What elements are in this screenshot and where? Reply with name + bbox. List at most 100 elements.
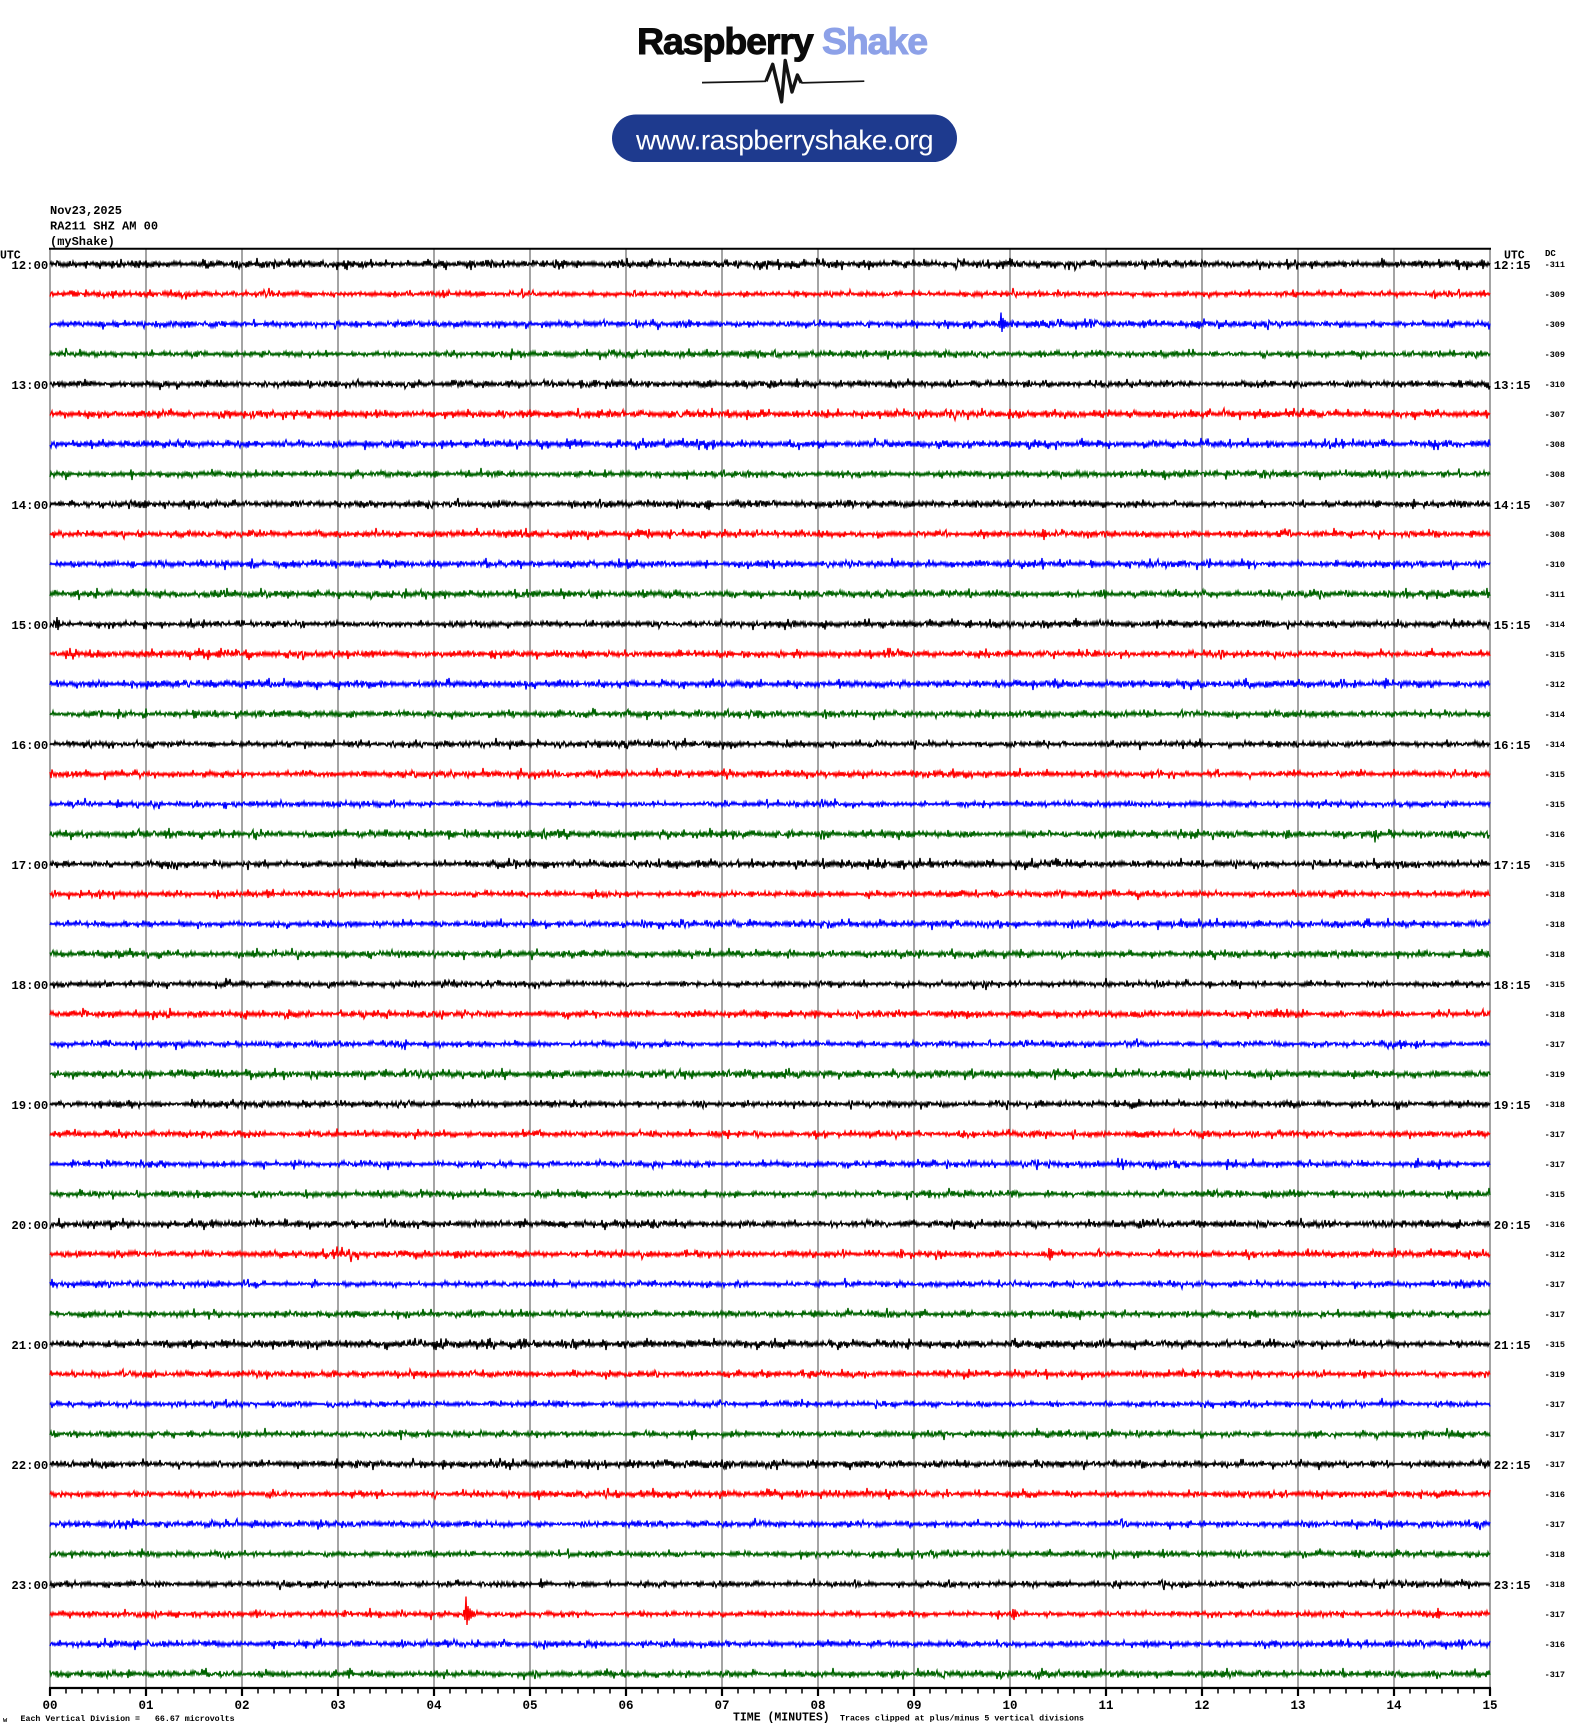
svg-text:-318: -318 <box>1545 920 1565 930</box>
svg-text:08: 08 <box>810 1699 825 1713</box>
svg-text:17:00: 17:00 <box>11 859 48 873</box>
svg-text:21:15: 21:15 <box>1494 1339 1531 1353</box>
svg-text:-318: -318 <box>1545 890 1565 900</box>
svg-text:21:00: 21:00 <box>11 1339 48 1353</box>
svg-text:12:15: 12:15 <box>1494 259 1531 273</box>
svg-text:w: w <box>3 1717 8 1725</box>
svg-text:-318: -318 <box>1545 1100 1565 1110</box>
svg-text:-317: -317 <box>1545 1460 1565 1470</box>
svg-text:16:15: 16:15 <box>1494 739 1531 753</box>
svg-text:-310: -310 <box>1545 380 1565 390</box>
svg-text:-310: -310 <box>1545 560 1565 570</box>
svg-text:RA211 SHZ AM 00: RA211 SHZ AM 00 <box>50 219 158 233</box>
svg-text:-309: -309 <box>1545 290 1565 300</box>
svg-text:-307: -307 <box>1545 410 1565 420</box>
svg-text:-317: -317 <box>1545 1670 1565 1680</box>
svg-text:13: 13 <box>1290 1699 1305 1713</box>
svg-text:DC: DC <box>1545 249 1556 259</box>
svg-text:-315: -315 <box>1545 980 1565 990</box>
svg-text:-316: -316 <box>1545 1220 1565 1230</box>
svg-text:-307: -307 <box>1545 500 1565 510</box>
svg-text:-318: -318 <box>1545 1010 1565 1020</box>
svg-text:UTC: UTC <box>1504 250 1525 263</box>
svg-text:15:15: 15:15 <box>1494 619 1531 633</box>
svg-text:-317: -317 <box>1545 1430 1565 1440</box>
svg-text:-317: -317 <box>1545 1310 1565 1320</box>
svg-text:Raspberry Shake: Raspberry Shake <box>637 20 927 62</box>
svg-text:-318: -318 <box>1545 1580 1565 1590</box>
svg-text:-312: -312 <box>1545 1250 1565 1260</box>
svg-text:09: 09 <box>906 1699 921 1713</box>
svg-text:11: 11 <box>1098 1699 1113 1713</box>
svg-text:13:00: 13:00 <box>11 379 48 393</box>
svg-text:14:15: 14:15 <box>1494 499 1531 513</box>
svg-text:18:15: 18:15 <box>1494 979 1531 993</box>
svg-text:-308: -308 <box>1545 470 1565 480</box>
svg-text:-317: -317 <box>1545 1130 1565 1140</box>
svg-text:-314: -314 <box>1545 710 1565 720</box>
svg-text:12:00: 12:00 <box>11 259 48 273</box>
svg-text:22:15: 22:15 <box>1494 1459 1531 1473</box>
svg-text:-317: -317 <box>1545 1040 1565 1050</box>
svg-text:-317: -317 <box>1545 1160 1565 1170</box>
svg-text:14: 14 <box>1386 1699 1402 1713</box>
svg-text:12: 12 <box>1194 1699 1209 1713</box>
svg-text:-315: -315 <box>1545 770 1565 780</box>
svg-text:05: 05 <box>522 1699 537 1713</box>
svg-text:Traces clipped at plus/minus 5: Traces clipped at plus/minus 5 vertical … <box>840 1714 1084 1724</box>
svg-text:17:15: 17:15 <box>1494 859 1531 873</box>
svg-text:22:00: 22:00 <box>11 1459 48 1473</box>
svg-text:19:00: 19:00 <box>11 1099 48 1113</box>
svg-text:-316: -316 <box>1545 1490 1565 1500</box>
svg-text:-311: -311 <box>1545 590 1565 600</box>
svg-text:03: 03 <box>330 1699 345 1713</box>
svg-text:-318: -318 <box>1545 950 1565 960</box>
svg-text:(myShake): (myShake) <box>50 235 115 249</box>
svg-text:-311: -311 <box>1545 260 1565 270</box>
svg-text:15: 15 <box>1482 1699 1497 1713</box>
svg-text:-315: -315 <box>1545 1340 1565 1350</box>
svg-text:-314: -314 <box>1545 620 1565 630</box>
svg-text:10: 10 <box>1002 1699 1017 1713</box>
svg-text:00: 00 <box>42 1699 57 1713</box>
svg-text:www.raspberryshake.org: www.raspberryshake.org <box>635 125 933 156</box>
svg-text:-315: -315 <box>1545 1190 1565 1200</box>
svg-text:19:15: 19:15 <box>1494 1099 1531 1113</box>
svg-text:-308: -308 <box>1545 440 1565 450</box>
svg-text:-314: -314 <box>1545 740 1565 750</box>
svg-text:20:15: 20:15 <box>1494 1219 1531 1233</box>
svg-text:TIME (MINUTES): TIME (MINUTES) <box>733 1712 830 1725</box>
svg-text:20:00: 20:00 <box>11 1219 48 1233</box>
svg-text:-318: -318 <box>1545 1550 1565 1560</box>
svg-text:01: 01 <box>138 1699 153 1713</box>
svg-text:18:00: 18:00 <box>11 979 48 993</box>
svg-text:-319: -319 <box>1545 1070 1565 1080</box>
svg-text:-315: -315 <box>1545 860 1565 870</box>
svg-text:-316: -316 <box>1545 830 1565 840</box>
svg-text:14:00: 14:00 <box>11 499 48 513</box>
svg-text:15:00: 15:00 <box>11 619 48 633</box>
svg-text:07: 07 <box>714 1699 729 1713</box>
svg-text:-312: -312 <box>1545 680 1565 690</box>
svg-text:23:00: 23:00 <box>11 1579 48 1593</box>
svg-text:-317: -317 <box>1545 1280 1565 1290</box>
svg-text:16:00: 16:00 <box>11 739 48 753</box>
svg-text:23:15: 23:15 <box>1494 1579 1531 1593</box>
svg-text:-317: -317 <box>1545 1400 1565 1410</box>
svg-text:04: 04 <box>426 1699 442 1713</box>
svg-text:-317: -317 <box>1545 1610 1565 1620</box>
svg-text:UTC: UTC <box>0 250 21 263</box>
svg-text:-319: -319 <box>1545 1370 1565 1380</box>
svg-text:-316: -316 <box>1545 1640 1565 1650</box>
svg-text:06: 06 <box>618 1699 633 1713</box>
svg-text:-309: -309 <box>1545 320 1565 330</box>
svg-text:02: 02 <box>234 1699 249 1713</box>
svg-text:Nov23,2025: Nov23,2025 <box>50 204 122 218</box>
svg-text:-308: -308 <box>1545 530 1565 540</box>
svg-text:Each Vertical Division = 66.: Each Vertical Division = 66.67 microvolt… <box>21 1714 235 1724</box>
svg-text:-315: -315 <box>1545 800 1565 810</box>
svg-text:-309: -309 <box>1545 350 1565 360</box>
svg-text:-317: -317 <box>1545 1520 1565 1530</box>
svg-text:13:15: 13:15 <box>1494 379 1531 393</box>
svg-text:-315: -315 <box>1545 650 1565 660</box>
